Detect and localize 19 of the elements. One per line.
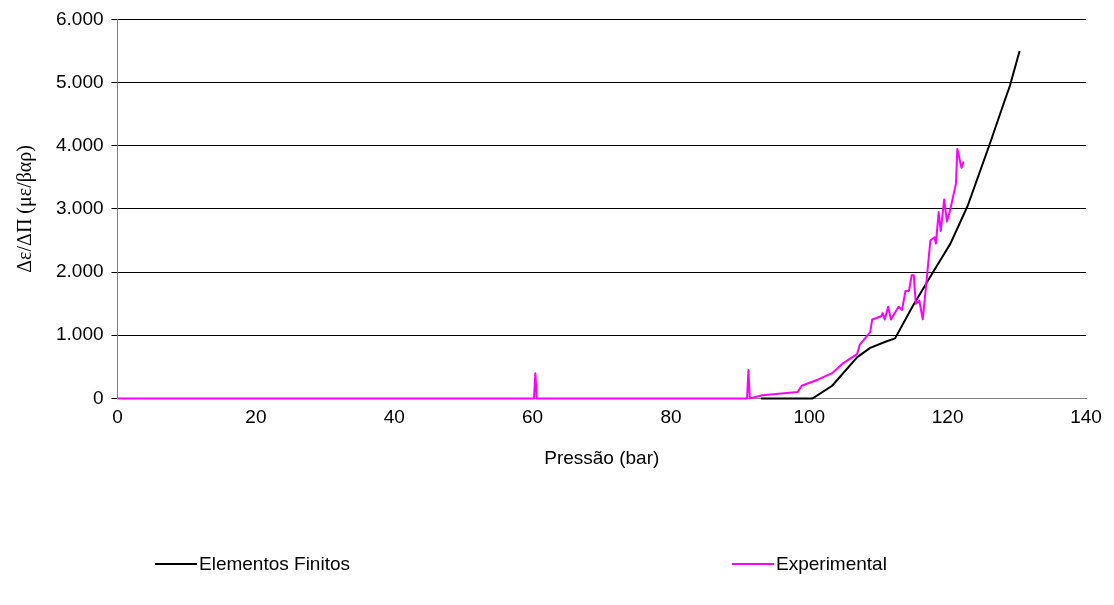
x-axis-title: Pressão (bar) — [544, 446, 660, 468]
y-tick-label: 3.000 — [56, 197, 104, 219]
x-tick-label: 140 — [1070, 406, 1102, 428]
y-tick-label: 1.000 — [56, 323, 104, 345]
x-tick-label: 100 — [793, 406, 826, 428]
legend-label: Experimental — [776, 553, 887, 575]
x-tick-label: 40 — [383, 406, 405, 428]
y-tick-label: 6.000 — [56, 7, 104, 29]
y-tick-label: 2.000 — [56, 260, 104, 282]
x-tick-label: 0 — [112, 406, 123, 428]
x-tick-label: 120 — [931, 406, 964, 428]
legend-label: Elementos Finitos — [199, 553, 351, 575]
y-tick-label: 4.000 — [56, 133, 104, 155]
y-tick-label: 0 — [92, 386, 104, 408]
y-tick-label: 5.000 — [56, 70, 104, 92]
x-tick-label: 80 — [660, 406, 682, 428]
y-axis-title: Δε/ΔΠ (με/βαρ) — [13, 145, 37, 273]
x-tick-label: 60 — [522, 406, 544, 428]
x-tick-label: 20 — [245, 406, 267, 428]
